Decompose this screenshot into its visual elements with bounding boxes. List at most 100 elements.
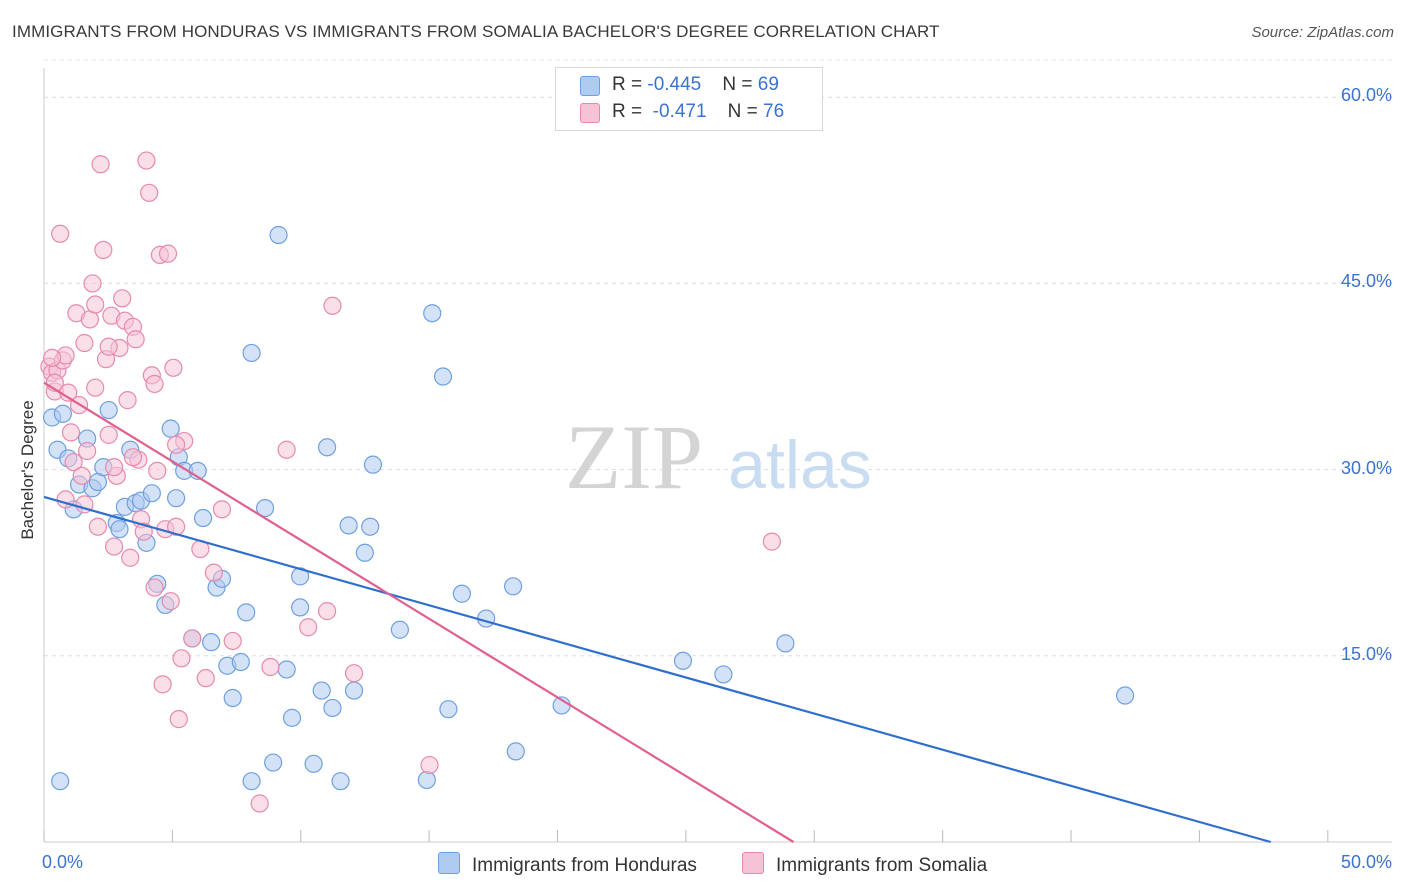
honduras-point — [452, 584, 471, 603]
somalia-point — [42, 348, 62, 368]
honduras-point — [323, 698, 342, 718]
y-tick-label: 45.0% — [1340, 271, 1392, 292]
somalia-point — [145, 374, 164, 394]
honduras-point — [344, 681, 364, 700]
r-label: R = — [612, 101, 648, 122]
r-label: R = — [612, 74, 648, 95]
somalia-point — [113, 289, 132, 308]
honduras-point — [291, 598, 310, 617]
somalia-point — [323, 296, 342, 315]
honduras-point — [277, 660, 296, 679]
honduras-point — [223, 688, 242, 708]
n-value-honduras: 69 — [757, 74, 779, 95]
honduras-legend-label: Immigrants from Honduras — [472, 855, 697, 876]
somalia-point — [126, 330, 145, 349]
somalia-legend-swatch — [742, 852, 764, 874]
somalia-point — [86, 378, 105, 397]
honduras-point — [142, 484, 161, 503]
honduras-point — [1115, 686, 1135, 705]
honduras-point — [110, 520, 129, 539]
n-value-somalia: 76 — [763, 101, 785, 122]
somalia-point — [86, 295, 105, 314]
somalia-point — [153, 675, 172, 694]
somalia-point — [420, 755, 439, 775]
series-honduras-points — [42, 225, 1135, 791]
honduras-point — [317, 438, 337, 457]
honduras-point — [363, 455, 383, 474]
somalia-point — [104, 458, 124, 477]
series-somalia-points — [40, 151, 782, 813]
watermark-atlas: atlas — [728, 427, 872, 503]
x-tick-max: 50.0% — [1340, 852, 1392, 872]
honduras-point — [99, 400, 118, 420]
honduras-point — [776, 634, 795, 653]
honduras-trend-line — [43, 495, 1271, 844]
somalia-point — [167, 435, 186, 454]
somalia-point — [94, 240, 113, 260]
honduras-point — [282, 708, 302, 727]
somalia-point — [140, 183, 159, 202]
somalia-point — [83, 274, 102, 293]
honduras-point — [264, 753, 283, 772]
somalia-legend-label: Immigrants from Somalia — [776, 855, 988, 876]
n-label: N = — [722, 74, 758, 95]
somalia-point — [91, 155, 110, 174]
honduras-point — [242, 343, 261, 363]
honduras-point — [390, 620, 409, 639]
somalia-point — [344, 664, 364, 683]
somalia-point — [161, 592, 180, 611]
honduras-point — [506, 742, 525, 761]
somalia-trend-line — [43, 381, 795, 843]
honduras-point — [417, 770, 436, 790]
watermark-zip: ZIP — [565, 406, 703, 508]
correlation-legend: R = -0.445 N = 69 R = -0.471 N = 76 — [555, 67, 823, 131]
chart-title: IMMIGRANTS FROM HONDURAS VS IMMIGRANTS F… — [12, 22, 940, 41]
honduras-point — [269, 225, 288, 245]
somalia-point — [123, 448, 143, 467]
honduras-point — [237, 603, 256, 622]
honduras-point — [202, 633, 221, 652]
somalia-point — [134, 522, 153, 541]
somalia-point — [118, 391, 137, 410]
somalia-point — [169, 710, 188, 729]
somalia-point — [137, 151, 156, 170]
somalia-point — [172, 649, 191, 668]
honduras-point — [242, 772, 261, 791]
honduras-point — [304, 754, 323, 773]
somalia-point — [72, 466, 91, 485]
somalia-point — [164, 358, 183, 377]
trend-lines — [43, 381, 1271, 844]
somalia-point — [299, 618, 318, 637]
somalia-point — [762, 532, 782, 551]
somalia-point — [78, 441, 97, 461]
somalia-point — [250, 794, 269, 813]
honduras-point — [433, 367, 453, 386]
somalia-point — [75, 333, 94, 353]
somalia-point — [204, 563, 223, 582]
honduras-point — [51, 772, 70, 791]
honduras-point — [53, 404, 72, 423]
honduras-point — [504, 577, 523, 596]
honduras-point — [339, 516, 358, 535]
y-tick-label: 60.0% — [1340, 85, 1392, 106]
honduras-point — [161, 419, 180, 438]
somalia-point — [99, 337, 118, 356]
n-label: N = — [727, 101, 764, 122]
somalia-point — [148, 461, 167, 480]
honduras-point — [312, 681, 331, 700]
somalia-point — [145, 578, 164, 597]
somalia-point — [277, 440, 296, 459]
y-tick-label: 15.0% — [1340, 643, 1392, 664]
somalia-point — [61, 423, 81, 442]
honduras-swatch — [580, 76, 600, 96]
y-tick-label: 30.0% — [1340, 457, 1392, 478]
somalia-point — [64, 453, 83, 472]
honduras-point — [423, 304, 442, 323]
honduras-point — [255, 498, 275, 518]
source-label: Source: ZipAtlas.com — [1251, 24, 1394, 41]
honduras-point — [673, 651, 693, 670]
honduras-point — [231, 652, 250, 672]
honduras-point — [439, 700, 458, 719]
honduras-point — [331, 772, 350, 791]
